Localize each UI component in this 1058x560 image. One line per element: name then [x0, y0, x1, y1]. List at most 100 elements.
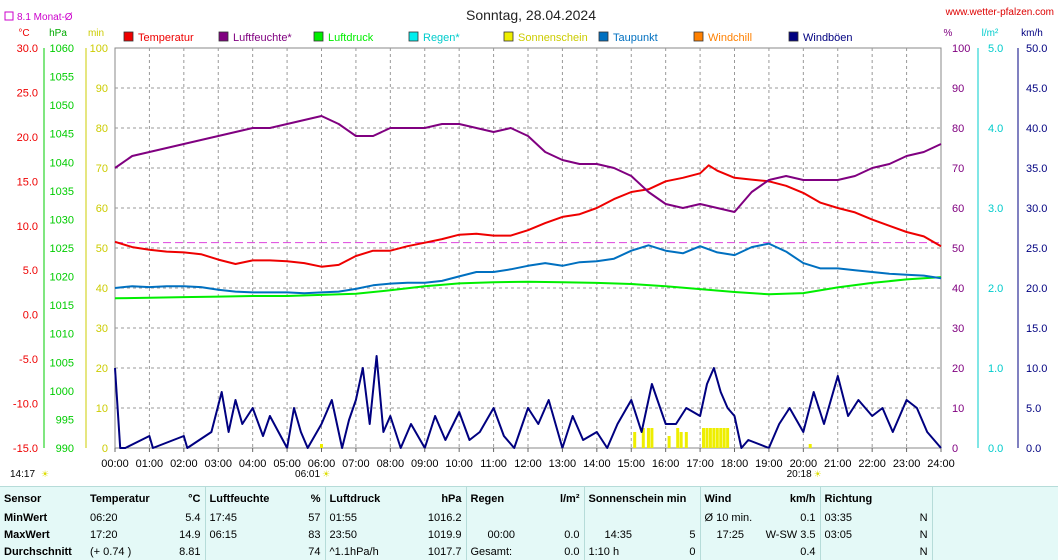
stats-h-press-unit: hPa: [400, 487, 467, 509]
rain-tick-label: 5.0: [988, 43, 1003, 55]
wind-tick-label: 5.0: [1026, 403, 1041, 415]
stats-h-sensor: Sensor: [4, 493, 42, 505]
stats-cell: N: [882, 543, 933, 560]
legend-label: Windchill: [708, 32, 752, 44]
stats-cell: 74: [285, 543, 326, 560]
humidity-tick-label: 80: [952, 123, 964, 135]
weather-chart: 30.0 25.0 20.0 15.0 10.0 5.0 0.0 -5.0 -10.0 -15.0…: [4, 7, 1054, 480]
stats-spacer: [932, 509, 1058, 526]
stats-cell: 23:50: [329, 528, 358, 541]
humidity-tick-label: 0: [952, 443, 958, 455]
pressure-tick-label: 1040: [50, 157, 74, 169]
stats-cell: 0: [652, 543, 701, 560]
stats-table: Sensor Temperatur °C Luftfeuchte % Luftd…: [0, 487, 1058, 560]
wind-tick-label: 0.0: [1026, 443, 1041, 455]
temp-tick-label: 10.0: [17, 221, 38, 233]
x-tick-label: 14:00: [583, 458, 611, 470]
stats-h-rain-unit: l/m²: [536, 487, 585, 509]
x-tick-label: 13:00: [549, 458, 577, 470]
x-tick-label: 19:00: [755, 458, 783, 470]
sun_min-tick-label: 60: [96, 203, 108, 215]
stats-h-hum-unit: %: [285, 487, 326, 509]
stats-cell: 06:15: [209, 528, 238, 541]
stats-cell: 0.1: [760, 509, 821, 526]
stats-cell: 5: [652, 526, 701, 543]
sunset-label: 20:18: [787, 469, 812, 480]
stats-cell: 03:05: [824, 528, 853, 541]
stats-spacer: [932, 526, 1058, 543]
stats-cell: 17:25: [716, 528, 745, 541]
wind-tick-label: 40.0: [1026, 123, 1047, 135]
series-line-windben: [114, 355, 942, 449]
legend-label: Luftdruck: [328, 32, 374, 44]
stats-cell: [700, 543, 760, 560]
legend-label: Temperatur: [138, 32, 194, 44]
temp-tick-label: 15.0: [17, 176, 38, 188]
sun_min-tick-label: 20: [96, 363, 108, 375]
stats-cell: 01:55: [329, 511, 358, 524]
wind-tick-label: 10.0: [1026, 363, 1047, 375]
humidity-tick-label: 100: [952, 43, 970, 55]
sunshine-bar: [808, 444, 812, 448]
rain-tick-label: 3.0: [988, 203, 1003, 215]
humidity-tick-label: 30: [952, 323, 964, 335]
stats-cell: (+ 0.74 ): [90, 545, 132, 558]
stats-cell: N: [882, 509, 933, 526]
pressure-tick-label: 1055: [50, 72, 74, 84]
temp-tick-label: -10.0: [13, 399, 38, 411]
sunrise-icon: ☀: [322, 469, 330, 479]
humidity-tick-label: 70: [952, 163, 964, 175]
x-tick-label: 07:00: [342, 458, 370, 470]
sunshine-bar: [650, 428, 654, 448]
stats-cell: 17:45: [209, 511, 238, 524]
stats-row-max: MaxWert 17:20 14.9 06:15 83 23:50 1019.9…: [0, 526, 1058, 543]
pressure-tick-label: 995: [56, 414, 74, 426]
humidity-unit: %: [944, 28, 953, 39]
series-line-temperatur: [114, 164, 942, 268]
x-tick-label: 03:00: [204, 458, 232, 470]
pressure-tick-label: 1025: [50, 243, 74, 255]
pressure-unit: hPa: [49, 28, 67, 39]
x-tick-label: 04:00: [239, 458, 267, 470]
sunshine-bar: [722, 428, 726, 448]
x-tick-label: 11:00: [480, 458, 507, 470]
stats-cell: 14:35: [604, 528, 633, 541]
stats-cell: Ø 10 min.: [704, 511, 753, 524]
monthly-avg-icon: [4, 11, 14, 21]
stats-h-wind: Wind: [704, 493, 732, 505]
stats-cell: [466, 509, 536, 526]
temp-tick-label: 30.0: [17, 43, 38, 55]
sun_min-tick-label: 70: [96, 163, 108, 175]
sun-unit: min: [88, 28, 104, 39]
stats-h-temp: Temperatur: [90, 493, 150, 505]
sunshine-bar: [715, 428, 719, 448]
stats-h-spacer: [932, 487, 1058, 509]
stats-cell: 57: [285, 509, 326, 526]
sun_min-tick-label: 100: [90, 43, 108, 55]
sunshine-bar: [684, 432, 688, 448]
x-tick-label: 21:00: [824, 458, 852, 470]
x-tick-label: 05:00: [273, 458, 301, 470]
chart-grid: [114, 47, 942, 449]
stats-cell: [652, 509, 701, 526]
sunset-icon: ☀: [814, 469, 822, 479]
wind-tick-label: 25.0: [1026, 243, 1047, 255]
pressure-tick-label: 1020: [50, 272, 74, 284]
sunshine-bar: [726, 428, 730, 448]
rain-tick-label: 2.0: [988, 283, 1003, 295]
sunshine-bar: [667, 436, 671, 448]
humidity-tick-label: 50: [952, 243, 964, 255]
site-url: www.wetter-pfalzen.com: [945, 7, 1054, 18]
wind-tick-label: 35.0: [1026, 163, 1047, 175]
stats-cell: 0.4: [760, 543, 821, 560]
rain-tick-label: 4.0: [988, 123, 1003, 135]
x-tick-label: 18:00: [721, 458, 749, 470]
sunshine-bar: [705, 428, 709, 448]
humidity-tick-label: 10: [952, 403, 964, 415]
sunrise-label: 06:01: [295, 469, 320, 480]
sun_min-tick-label: 90: [96, 83, 108, 95]
sun_min-tick-label: 30: [96, 323, 108, 335]
humidity-tick-label: 60: [952, 203, 964, 215]
legend: Temperatur Luftfeuchte* Luftdruck Regen* Son…: [123, 31, 853, 44]
stats-header-row: Sensor Temperatur °C Luftfeuchte % Luftd…: [0, 487, 1058, 509]
